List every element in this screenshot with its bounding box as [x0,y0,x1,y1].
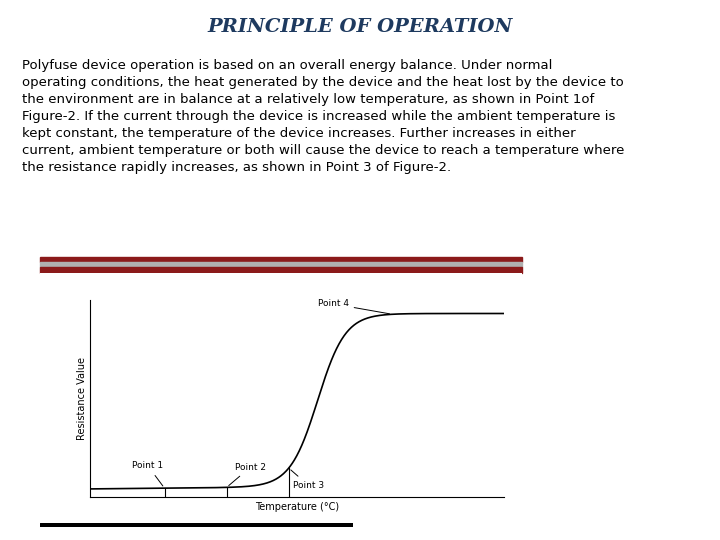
Bar [40,267,522,273]
Text: Point 3: Point 3 [291,470,324,490]
Y-axis label: Resistance Value: Resistance Value [77,357,87,440]
Text: Point 1: Point 1 [132,462,163,486]
Text: Polyfuse device operation is based on an overall energy balance. Under normal
op: Polyfuse device operation is based on an… [22,59,624,174]
Bar [40,262,522,267]
Text: PRINCIPLE OF OPERATION: PRINCIPLE OF OPERATION [207,18,513,36]
Text: Point 2: Point 2 [229,463,266,485]
Text: Point 4: Point 4 [318,299,390,314]
X-axis label: Temperature (°C): Temperature (°C) [255,502,339,512]
Bar [40,256,522,262]
